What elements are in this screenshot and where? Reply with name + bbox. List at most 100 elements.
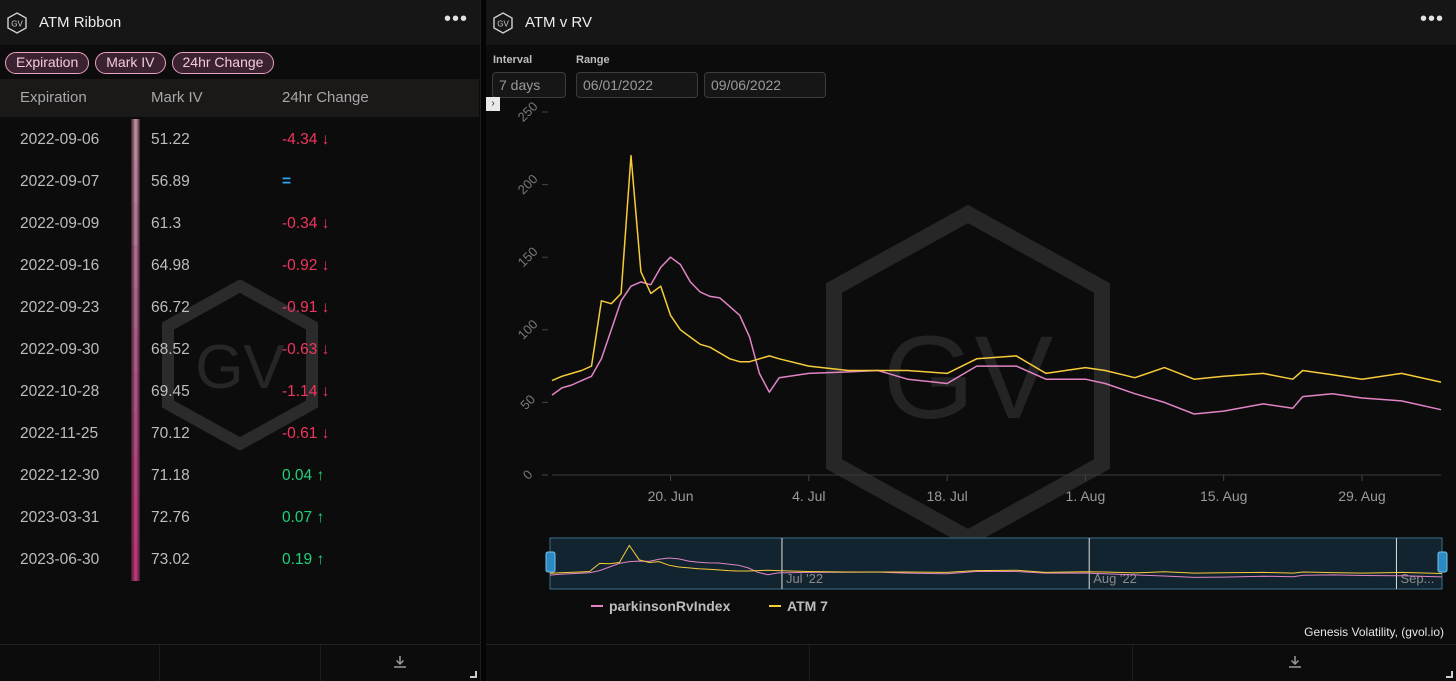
footer-cell [1133,645,1456,681]
table-header: Expiration Mark IV 24hr Change [0,79,479,117]
resize-handle-icon[interactable] [1446,671,1453,678]
range-start-input[interactable]: 06/01/2022 [576,72,698,98]
expiration-cell: 2022-09-30 [20,341,100,358]
change-cell: 0.07 ↑ [282,509,324,527]
legend-item[interactable]: ATM 7 [769,598,828,614]
mark-iv-cell: 71.18 [151,467,190,484]
change-value: 0.19 [282,551,313,568]
navigator-window[interactable] [549,537,1443,590]
y-tick-label: 100 [515,316,541,342]
mark-iv-cell: 69.45 [151,383,190,400]
mark-iv-cell: 70.12 [151,425,190,442]
expiration-cell: 2022-11-25 [20,425,99,442]
watermark-text: GV [883,312,1054,444]
navigator-series-line [549,544,1443,574]
change-cell: -0.91 ↓ [282,299,329,317]
mark-iv-cell: 68.52 [151,341,190,358]
panel-footer [486,644,1456,681]
atm-ribbon-panel: GV ATM Ribbon ••• Expiration Mark IV 24h… [0,0,481,681]
arrow-down-icon: ↓ [317,257,330,274]
legend-item[interactable]: parkinsonRvIndex [591,598,731,614]
pill-24hr-change[interactable]: 24hr Change [171,52,275,74]
iv-color-bar [131,245,140,287]
table-row[interactable]: 2022-11-25 70.12 -0.61 ↓ [0,413,479,455]
svg-text:GV: GV [497,19,509,28]
change-cell: -0.63 ↓ [282,341,329,359]
change-cell: -4.34 ↓ [282,131,329,149]
mark-iv-cell: 56.89 [151,173,190,190]
resize-handle-icon[interactable] [470,671,477,678]
x-tick-label: 29. Aug [1338,488,1386,504]
table-row[interactable]: 2022-09-09 61.3 -0.34 ↓ [0,203,479,245]
table-row[interactable]: 2022-09-07 56.89 = [0,161,479,203]
y-tick-label: 50 [517,392,538,413]
change-value: 0.04 [282,467,313,484]
mark-iv-cell: 72.76 [151,509,190,526]
range-end-input[interactable]: 09/06/2022 [704,72,826,98]
change-value: -0.63 [282,341,318,358]
more-options-icon[interactable]: ••• [1419,8,1444,30]
arrow-down-icon: ↓ [317,425,330,442]
arrow-down-icon: ↓ [317,341,330,358]
panel-title: ATM Ribbon [39,14,122,31]
navigator-handle-icon[interactable] [1437,551,1448,573]
download-icon[interactable] [392,654,408,670]
more-options-icon[interactable]: ••• [443,8,468,30]
table-row[interactable]: 2022-09-16 64.98 -0.92 ↓ [0,245,479,287]
arrow-down-icon: ↓ [317,383,330,400]
gv-watermark-icon: GV [826,204,1110,548]
gv-logo-icon: GV [7,11,27,34]
header-mark-iv[interactable]: Mark IV [151,89,203,106]
mark-iv-cell: 51.22 [151,131,190,148]
change-cell: = [282,173,291,191]
header-expiration[interactable]: Expiration [20,89,87,106]
table-row[interactable]: 2022-09-30 68.52 -0.63 ↓ [0,329,479,371]
mark-iv-cell: 73.02 [151,551,190,568]
table-row[interactable]: 2022-10-28 69.45 -1.14 ↓ [0,371,479,413]
arrow-down-icon: ↓ [317,215,330,232]
table-row[interactable]: 2022-09-23 66.72 -0.91 ↓ [0,287,479,329]
expand-icon[interactable]: › [486,97,500,111]
y-tick-label: 200 [515,171,541,197]
navigator-handle-icon[interactable] [545,551,556,573]
gv-logo-icon: GV [493,11,513,34]
credit-text: Genesis Volatility, (gvol.io) [1304,625,1444,639]
header-24hr-change[interactable]: 24hr Change [282,89,369,106]
svg-text:GV: GV [11,19,23,28]
expiration-cell: 2022-10-28 [20,383,100,400]
table-row[interactable]: 2023-03-31 72.76 0.07 ↑ [0,497,479,539]
x-tick-label: 4. Jul [792,488,825,504]
gv-watermark-icon: GV [162,280,318,450]
expiration-cell: 2022-12-30 [20,467,100,484]
change-value: -0.91 [282,299,318,316]
series-line [551,154,1442,383]
change-cell: -1.14 ↓ [282,383,329,401]
download-icon[interactable] [1287,654,1303,670]
footer-cell [810,645,1134,681]
pill-mark-iv[interactable]: Mark IV [95,52,166,74]
panel-divider[interactable] [481,0,486,681]
interval-select[interactable]: 7 days [492,72,566,98]
footer-cell [321,645,480,681]
navigator-label: Sep... [1400,571,1434,586]
expiration-cell: 2022-09-16 [20,257,100,274]
pill-expiration[interactable]: Expiration [5,52,90,74]
x-tick-label: 15. Aug [1200,488,1248,504]
table-row[interactable]: 2023-06-30 73.02 0.19 ↑ [0,539,479,581]
change-cell: -0.92 ↓ [282,257,329,275]
x-tick-label: 20. Jun [648,488,694,504]
table-row[interactable]: 2022-12-30 71.18 0.04 ↑ [0,455,479,497]
change-value: -4.34 [282,131,318,148]
change-cell: 0.19 ↑ [282,551,324,569]
interval-label: Interval [493,54,533,66]
iv-color-bar [131,161,140,203]
change-cell: 0.04 ↑ [282,467,324,485]
change-value: = [282,173,292,190]
change-value: -0.61 [282,425,318,442]
iv-color-bar [131,539,140,581]
change-value: -0.92 [282,257,318,274]
table-row[interactable]: 2022-09-06 51.22 -4.34 ↓ [0,119,479,161]
legend-label: ATM 7 [787,598,828,614]
expiration-cell: 2023-06-30 [20,551,100,568]
iv-color-bar [131,413,140,455]
